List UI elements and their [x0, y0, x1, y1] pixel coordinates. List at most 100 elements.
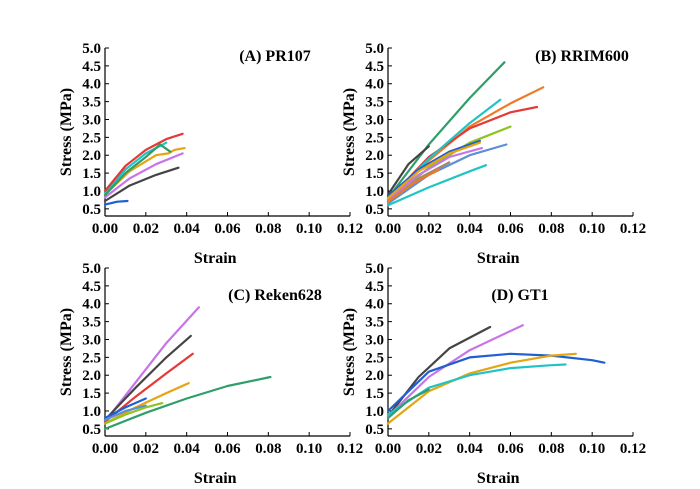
x-tick-label: 0.02	[416, 441, 442, 457]
y-tick-label: 2.0	[365, 368, 384, 384]
x-tick-label: 0.12	[337, 441, 363, 457]
x-tick-label: 0.04	[457, 221, 484, 237]
series-line	[103, 382, 190, 425]
y-tick-label: 3.0	[365, 332, 384, 348]
x-tick-label: 0.00	[375, 441, 401, 457]
y-tick-label: 0.5	[82, 422, 101, 438]
y-tick-label: 5.0	[82, 41, 101, 57]
y-tick-label: 1.5	[365, 386, 384, 402]
series-line	[386, 145, 430, 196]
x-tick-label: 0.04	[174, 221, 201, 237]
x-tick-label: 0.08	[538, 441, 564, 457]
series-line	[386, 125, 512, 203]
y-tick-label: 2.5	[82, 350, 101, 366]
y-tick-label: 4.0	[365, 297, 384, 313]
series-line	[103, 199, 129, 206]
y-tick-label: 3.0	[365, 112, 384, 128]
x-tick-label: 0.08	[255, 221, 281, 237]
y-tick-label: 2.0	[365, 148, 384, 164]
x-axis-title: Strain	[194, 250, 237, 267]
series-line	[386, 324, 524, 418]
y-tick-label: 1.0	[82, 404, 101, 420]
x-tick-label: 0.12	[620, 441, 646, 457]
x-tick-label: 0.06	[497, 221, 524, 237]
y-tick-label: 5.0	[365, 41, 384, 57]
x-tick-label: 0.00	[375, 221, 401, 237]
series-line	[103, 143, 172, 197]
y-tick-label: 4.0	[365, 77, 384, 93]
y-tick-label: 1.5	[365, 166, 384, 182]
series-line	[103, 147, 186, 196]
y-tick-label: 0.5	[365, 422, 384, 438]
x-tick-label: 0.02	[133, 441, 159, 457]
panel-title: (A) PR107	[239, 48, 311, 65]
y-tick-label: 4.5	[82, 59, 101, 75]
y-tick-label: 3.0	[82, 112, 101, 128]
y-tick-label: 0.5	[365, 202, 384, 218]
series-line	[386, 139, 481, 198]
chart-panel-3: 0.00 0.02 0.04 0.06 0.08 0.10 0.12 0.5 1.0 1.5 2.0…	[58, 261, 363, 487]
series-line	[386, 147, 483, 201]
series-line	[103, 132, 184, 193]
y-tick-label: 2.5	[365, 130, 384, 146]
series-line	[386, 352, 577, 425]
y-tick-label: 3.0	[82, 332, 101, 348]
y-tick-label: 4.5	[365, 59, 384, 75]
x-tick-label: 0.00	[92, 441, 118, 457]
x-tick-label: 0.00	[92, 221, 118, 237]
x-tick-label: 0.02	[133, 221, 159, 237]
series-line	[103, 166, 180, 203]
x-tick-label: 0.08	[538, 221, 564, 237]
series-line	[386, 61, 506, 200]
y-tick-label: 3.5	[82, 95, 101, 111]
y-tick-label: 4.0	[82, 297, 101, 313]
series-line	[386, 352, 606, 413]
series-line	[386, 168, 441, 203]
x-tick-label: 0.08	[255, 441, 281, 457]
series-line	[103, 404, 147, 421]
x-tick-label: 0.04	[457, 441, 484, 457]
x-tick-label: 0.10	[579, 441, 605, 457]
series-line	[103, 152, 184, 199]
x-axis-title: Strain	[477, 250, 520, 267]
y-tick-label: 2.0	[82, 368, 101, 384]
series-line	[386, 388, 430, 420]
chart-panel-2: 0.00 0.02 0.04 0.06 0.08 0.10 0.12 0.5 1.0 1.5 2.0…	[341, 41, 646, 267]
y-tick-label: 5.0	[82, 261, 101, 277]
series-line	[386, 143, 508, 205]
panel-title: (C) Reken628	[228, 287, 322, 304]
y-tick-label: 3.5	[365, 315, 384, 331]
y-tick-label: 1.0	[82, 184, 101, 200]
x-tick-label: 0.10	[579, 221, 605, 237]
y-tick-label: 4.5	[365, 279, 384, 295]
series-line	[103, 397, 147, 420]
y-tick-label: 5.0	[365, 261, 384, 277]
y-tick-label: 2.5	[365, 350, 384, 366]
x-tick-label: 0.06	[214, 221, 241, 237]
y-tick-label: 1.0	[365, 404, 384, 420]
y-tick-label: 1.5	[82, 166, 101, 182]
x-tick-label: 0.12	[620, 221, 646, 237]
y-axis-title: Stress (MPa)	[58, 308, 75, 396]
y-tick-label: 1.0	[365, 184, 384, 200]
y-tick-label: 3.5	[82, 315, 101, 331]
y-tick-label: 3.5	[365, 95, 384, 111]
series-line	[386, 164, 488, 207]
x-axis-title: Strain	[477, 470, 520, 487]
x-tick-label: 0.06	[497, 441, 524, 457]
series-line	[103, 334, 192, 421]
y-tick-label: 1.5	[82, 386, 101, 402]
chart-panel-1: 0.00 0.02 0.04 0.06 0.08 0.10 0.12 0.5 1.0 1.5 2.0…	[58, 41, 363, 267]
x-tick-label: 0.02	[416, 221, 442, 237]
x-tick-label: 0.12	[337, 221, 363, 237]
panel-title: (B) RRIM600	[535, 48, 629, 65]
y-axis-title: Stress (MPa)	[58, 88, 75, 176]
panel-title: (D) GT1	[491, 287, 548, 304]
x-tick-label: 0.06	[214, 441, 241, 457]
y-tick-label: 0.5	[82, 202, 101, 218]
y-tick-label: 2.5	[82, 130, 101, 146]
x-tick-label: 0.10	[296, 441, 322, 457]
series-line	[386, 141, 481, 200]
x-axis-title: Strain	[194, 470, 237, 487]
y-axis-title: Stress (MPa)	[341, 308, 358, 396]
